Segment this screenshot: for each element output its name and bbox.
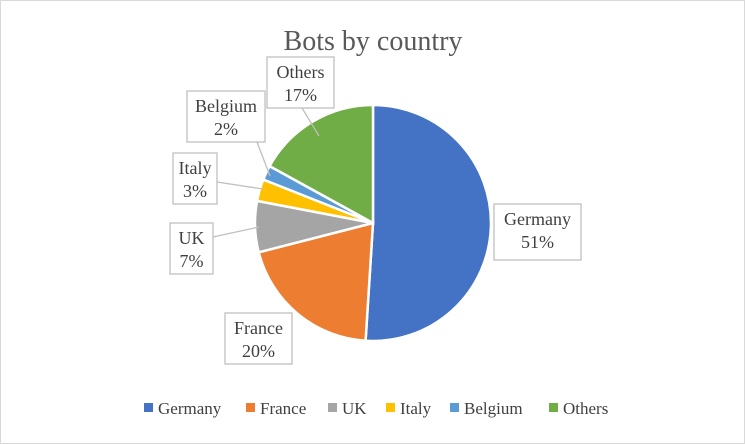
legend-label-italy: Italy: [400, 399, 432, 418]
label-value-italy: 3%: [183, 181, 207, 201]
label-category-france: France: [234, 318, 283, 338]
label-value-belgium: 2%: [214, 119, 238, 139]
legend-swatch-france: [246, 403, 255, 412]
leader-line-italy: [216, 181, 264, 190]
label-value-others: 17%: [284, 85, 317, 105]
label-value-germany: 51%: [521, 232, 554, 252]
data-label-belgium: Belgium 2%: [186, 90, 271, 177]
label-value-france: 20%: [242, 341, 275, 361]
pie-slices: [253, 103, 493, 343]
legend-label-uk: UK: [342, 399, 367, 418]
legend-label-france: France: [260, 399, 306, 418]
label-box-others: [266, 56, 335, 109]
legend-swatch-germany: [144, 403, 153, 412]
chart-title: Bots by country: [284, 26, 463, 57]
data-label-uk: UK 7%: [169, 222, 260, 275]
leader-line-uk: [212, 226, 260, 238]
legend-item-italy: Italy: [386, 399, 432, 418]
legend-item-others: Others: [549, 399, 608, 418]
label-box-italy: [172, 152, 218, 205]
data-label-italy: Italy 3%: [172, 152, 264, 205]
label-category-belgium: Belgium: [195, 96, 257, 116]
legend-swatch-italy: [386, 403, 395, 412]
legend-label-germany: Germany: [158, 399, 222, 418]
legend-swatch-belgium: [450, 403, 459, 412]
label-category-italy: Italy: [179, 158, 212, 178]
leader-line-belgium: [256, 141, 271, 177]
legend: Germany France UK Italy Belgium Others: [144, 399, 608, 418]
data-label-germany: Germany 51%: [493, 203, 582, 261]
legend-swatch-others: [549, 403, 558, 412]
legend-item-uk: UK: [328, 399, 367, 418]
label-box-uk: [169, 222, 214, 275]
data-label-others: Others 17%: [266, 56, 335, 137]
label-box-belgium: [186, 90, 266, 143]
data-label-france: France 20%: [224, 312, 293, 365]
legend-item-france: France: [246, 399, 306, 418]
slice-france: [257, 221, 375, 343]
legend-label-others: Others: [563, 399, 608, 418]
legend-item-belgium: Belgium: [450, 399, 523, 418]
label-box-france: [224, 312, 293, 365]
label-category-uk: UK: [179, 228, 205, 248]
leader-line-others: [301, 107, 320, 137]
data-labels: Germany 51% France 20% UK 7% Italy 3% Belgium 2% O…: [169, 56, 582, 365]
slice-others: [267, 103, 375, 226]
slice-germany: [364, 103, 493, 343]
legend-swatch-uk: [328, 403, 337, 412]
label-category-germany: Germany: [504, 209, 571, 229]
label-box-germany: [493, 203, 582, 261]
legend-label-belgium: Belgium: [464, 399, 523, 418]
legend-item-germany: Germany: [144, 399, 222, 418]
label-value-uk: 7%: [180, 251, 204, 271]
label-category-others: Others: [277, 62, 325, 82]
